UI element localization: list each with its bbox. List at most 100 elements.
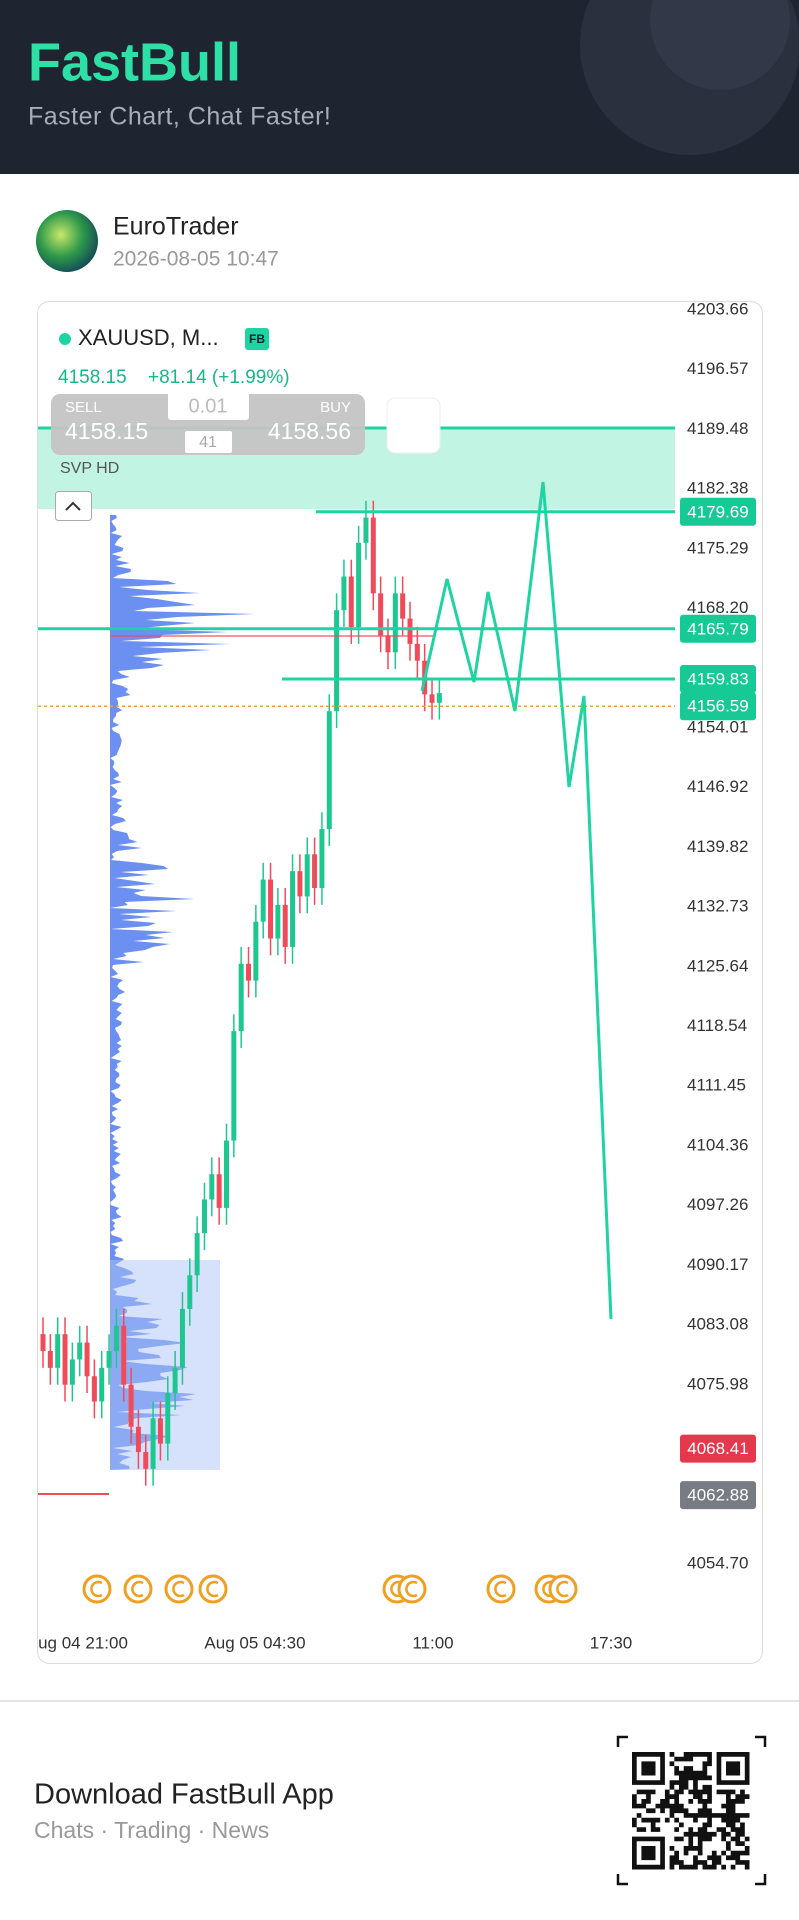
spread-box bbox=[185, 431, 232, 453]
event-icon-glyph bbox=[172, 1580, 185, 1598]
y-tick-label: 4154.01 bbox=[687, 717, 748, 736]
candle-body bbox=[334, 610, 340, 712]
candle-body bbox=[99, 1367, 105, 1402]
y-tick-label: 4104.36 bbox=[687, 1135, 748, 1154]
trade-panel bbox=[51, 394, 365, 455]
event-icon bbox=[397, 1574, 427, 1604]
candle-body bbox=[370, 517, 376, 594]
event-icon bbox=[198, 1574, 228, 1604]
price-tag-label: 4159.83 bbox=[687, 669, 748, 688]
last-price: 4158.15 bbox=[58, 367, 127, 388]
candle-body bbox=[363, 517, 369, 543]
candle-body bbox=[150, 1418, 156, 1469]
buy-label[interactable]: BUY bbox=[320, 399, 351, 416]
cta-sub: Chats · Trading · News bbox=[34, 1817, 269, 1843]
price-tag-label: 4068.41 bbox=[687, 1439, 748, 1458]
lot-box[interactable] bbox=[168, 392, 249, 420]
candle-body bbox=[392, 593, 398, 653]
y-tick-label: 4097.26 bbox=[687, 1195, 748, 1214]
event-icon-glyph bbox=[131, 1580, 144, 1598]
candle-body bbox=[356, 542, 362, 628]
qr-code[interactable] bbox=[616, 1735, 767, 1886]
candle-body bbox=[187, 1275, 193, 1309]
event-icon bbox=[486, 1574, 516, 1604]
price-tag-label: 4179.69 bbox=[687, 502, 748, 521]
y-tick-label: 4146.92 bbox=[687, 777, 748, 796]
price-tag-label: 4062.88 bbox=[687, 1486, 748, 1505]
candle-body bbox=[84, 1342, 90, 1377]
x-tick-label: 17:30 bbox=[590, 1633, 633, 1652]
candle-body bbox=[246, 963, 252, 981]
sell-label[interactable]: SELL bbox=[65, 399, 102, 416]
y-tick-label: 4075.98 bbox=[687, 1374, 748, 1393]
candle-body bbox=[378, 593, 384, 636]
badge: FB bbox=[249, 332, 265, 346]
price-tag-label: 4165.79 bbox=[687, 619, 748, 638]
candle-body bbox=[209, 1174, 215, 1200]
candle-body bbox=[231, 1031, 237, 1141]
event-icon bbox=[548, 1574, 578, 1604]
price-tag bbox=[680, 692, 756, 721]
collapse-button[interactable] bbox=[55, 491, 92, 521]
candle-body bbox=[106, 1351, 112, 1368]
candle-body bbox=[385, 635, 391, 653]
y-tick-label: 4054.70 bbox=[687, 1553, 748, 1572]
indicator: SVP HD bbox=[60, 460, 119, 477]
candle-body bbox=[113, 1325, 119, 1352]
brand: FastBull bbox=[28, 32, 241, 92]
y-tick-label: 4125.64 bbox=[687, 956, 748, 975]
candle-body bbox=[69, 1359, 75, 1385]
candle-body bbox=[312, 854, 318, 889]
y-tick-label: 4182.38 bbox=[687, 479, 748, 498]
candle-body bbox=[407, 618, 413, 644]
candle-body bbox=[341, 576, 347, 611]
candle-body bbox=[62, 1334, 68, 1385]
event-icon-glyph bbox=[90, 1580, 103, 1598]
y-tick-label: 4189.48 bbox=[687, 419, 748, 438]
symbol[interactable]: XAUUSD, M... bbox=[78, 325, 219, 350]
avatar[interactable] bbox=[36, 210, 98, 272]
author[interactable]: EuroTrader bbox=[113, 213, 239, 241]
price-tag bbox=[680, 1481, 756, 1510]
candle-body bbox=[216, 1174, 222, 1208]
candle-body bbox=[77, 1342, 83, 1360]
cta[interactable]: Download FastBull App bbox=[34, 1779, 334, 1811]
candle-body bbox=[135, 1426, 141, 1453]
candle-body bbox=[253, 921, 259, 981]
x-tick-label: Aug 05 04:30 bbox=[204, 1633, 305, 1652]
y-tick-label: 4111.45 bbox=[687, 1076, 746, 1095]
event-icon bbox=[164, 1574, 194, 1604]
price-tag bbox=[680, 1434, 756, 1463]
event-icon-glyph bbox=[206, 1580, 219, 1598]
candle-body bbox=[436, 693, 442, 703]
event-icon-glyph bbox=[390, 1580, 403, 1598]
candle-body bbox=[40, 1334, 46, 1352]
candle-body bbox=[319, 829, 325, 889]
drawn-path bbox=[420, 481, 613, 1320]
candle-body bbox=[143, 1452, 149, 1469]
candle-body bbox=[157, 1418, 163, 1444]
candle-body bbox=[400, 593, 406, 619]
lot[interactable]: 0.01 bbox=[189, 395, 228, 417]
tagline: Faster Chart, Chat Faster! bbox=[28, 103, 331, 131]
candle-body bbox=[297, 871, 303, 897]
y-tick-label: 4175.29 bbox=[687, 538, 748, 557]
event-icon-glyph bbox=[494, 1580, 507, 1598]
y-tick-label: 4083.08 bbox=[687, 1315, 748, 1334]
candle-body bbox=[224, 1140, 229, 1208]
buy-price[interactable]: 4158.56 bbox=[268, 418, 351, 444]
button[interactable] bbox=[386, 397, 441, 454]
price-tag bbox=[680, 664, 756, 693]
event-icon bbox=[82, 1574, 112, 1604]
x-tick-label: 11:00 bbox=[412, 1633, 453, 1652]
volume-profile-area bbox=[110, 1260, 220, 1470]
price-tag-label: 4156.59 bbox=[687, 697, 748, 716]
spread: 41 bbox=[199, 434, 217, 451]
candle-body bbox=[275, 904, 281, 939]
candle-body bbox=[260, 879, 266, 922]
y-tick-label: 4196.57 bbox=[687, 359, 748, 378]
sell-price[interactable]: 4158.15 bbox=[65, 418, 148, 444]
y-tick-label: 4132.73 bbox=[687, 897, 748, 916]
